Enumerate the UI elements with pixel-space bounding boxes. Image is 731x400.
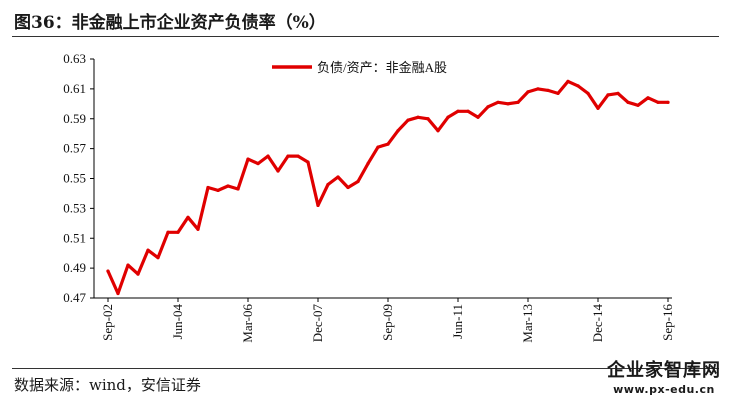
data-point (286, 154, 290, 158)
data-point (426, 117, 430, 121)
x-tick-label: Sep-16 (660, 304, 675, 341)
data-point (186, 215, 190, 219)
data-point (446, 115, 450, 119)
series-line (106, 79, 670, 296)
y-tick-label: 0.49 (63, 260, 86, 275)
y-tick-label: 0.51 (63, 230, 86, 245)
y-tick-label: 0.47 (63, 290, 86, 305)
watermark-url: www.px-edu.cn (613, 383, 715, 396)
y-tick-label: 0.57 (63, 141, 86, 156)
data-point (116, 291, 120, 296)
x-tick-label: Mar-06 (240, 304, 255, 343)
x-tick-label: Jun-11 (450, 304, 465, 339)
data-point (206, 185, 210, 190)
data-point (596, 106, 600, 110)
data-point (226, 184, 230, 188)
data-point (636, 103, 640, 107)
data-point (106, 269, 110, 273)
x-tick-label: Dec-07 (310, 304, 325, 343)
data-point (276, 169, 280, 173)
site-watermark: 企业家智库网 www.px-edu.cn (607, 356, 721, 396)
y-tick-label: 0.59 (63, 111, 86, 126)
legend-label: 负债/资产：非金融A股 (317, 60, 447, 75)
data-point (166, 230, 170, 234)
data-point (176, 230, 180, 234)
data-point (196, 227, 200, 231)
y-tick-label: 0.63 (63, 51, 86, 66)
y-tick-label: 0.53 (63, 200, 86, 215)
data-point (656, 100, 660, 104)
data-point (486, 105, 490, 109)
watermark-name: 企业家智库网 (607, 360, 721, 381)
x-tick-label: Sep-02 (100, 304, 115, 341)
chart-legend: 负债/资产：非金融A股 (272, 60, 447, 75)
footer-divider (12, 368, 719, 369)
data-point (396, 129, 400, 133)
x-tick-label: Mar-13 (520, 304, 535, 343)
data-point (296, 154, 300, 158)
y-tick-label: 0.61 (63, 81, 86, 96)
data-point (526, 90, 530, 94)
x-tick-label: Dec-14 (590, 304, 605, 343)
data-point (386, 142, 390, 146)
data-point (126, 263, 130, 267)
chart-axes (93, 59, 672, 299)
data-point (616, 91, 620, 95)
data-point (326, 182, 330, 187)
data-point (476, 115, 480, 119)
y-axis-ticks: 0.47 0.49 0.51 0.53 0.55 0.57 0.59 0.61 0.63 (63, 51, 94, 305)
data-point (366, 161, 370, 166)
data-point (406, 118, 410, 122)
data-point (606, 93, 610, 97)
data-point (146, 248, 150, 252)
data-point (216, 188, 220, 193)
data-point (416, 115, 420, 119)
x-tick-label: Sep-09 (380, 304, 395, 341)
data-point (136, 272, 140, 276)
x-tick-label: Jun-04 (170, 304, 185, 340)
data-point (266, 154, 270, 158)
data-point (626, 100, 630, 104)
figure-title: 图36：非金融上市企业资产负债率（%） (14, 13, 326, 33)
data-point (466, 109, 470, 113)
data-point (516, 100, 520, 104)
data-point (246, 157, 250, 161)
data-point (336, 175, 340, 179)
data-source: 数据来源：wind，安信证券 (14, 376, 201, 394)
data-point (356, 179, 360, 184)
y-tick-label: 0.55 (63, 171, 86, 186)
data-point (346, 185, 350, 190)
data-point (496, 100, 500, 104)
title-divider (12, 36, 719, 37)
data-point (456, 109, 460, 113)
data-point (646, 96, 650, 100)
data-point (576, 84, 580, 88)
data-point (546, 88, 550, 92)
data-point (316, 203, 320, 207)
data-point (536, 87, 540, 91)
data-point (306, 160, 310, 164)
x-axis-ticks: Sep-02 Jun-04 Mar-06 Dec-07 Sep-09 Jun-11 Mar-… (100, 298, 675, 343)
data-point (376, 145, 380, 149)
series-layer (106, 79, 670, 296)
data-point (436, 129, 440, 133)
data-point (506, 102, 510, 106)
data-point (666, 100, 670, 104)
data-point (156, 256, 160, 260)
data-point (236, 187, 240, 191)
data-point (256, 161, 260, 166)
data-point (586, 91, 590, 95)
data-point (556, 91, 560, 95)
data-point (566, 79, 570, 84)
